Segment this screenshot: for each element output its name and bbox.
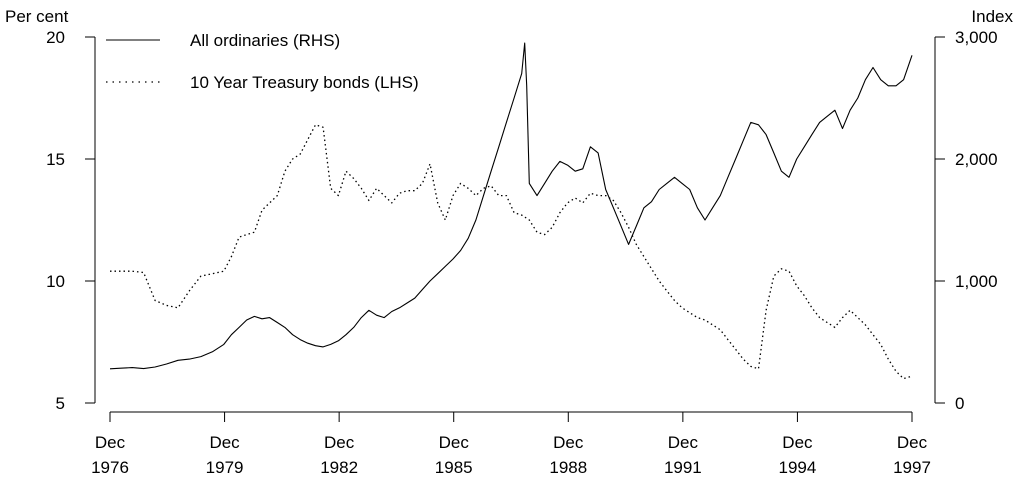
left-axis-tick-label: 15 xyxy=(46,150,65,169)
x-axis-tick-label-month: Dec xyxy=(668,433,699,452)
right-axis-unit-label: Index xyxy=(971,7,1013,26)
x-axis-tick-label-month: Dec xyxy=(209,433,240,452)
x-axis-tick-label-month: Dec xyxy=(782,433,813,452)
all-ordinaries-series-line xyxy=(109,42,913,370)
legend-label: All ordinaries (RHS) xyxy=(190,31,340,50)
left-axis-tick-label: 10 xyxy=(46,272,65,291)
right-axis-tick-label: 2,000 xyxy=(955,150,998,169)
right-axis-tick-label: 1,000 xyxy=(955,272,998,291)
x-axis-tick-label-year: 1976 xyxy=(91,458,129,477)
right-axis-tick-label: 3,000 xyxy=(955,28,998,47)
left-axis-tick-label: 20 xyxy=(46,28,65,47)
x-axis-tick-label-year: 1997 xyxy=(893,458,931,477)
x-axis-tick-label-month: Dec xyxy=(897,433,928,452)
legend-label: 10 Year Treasury bonds (LHS) xyxy=(190,73,419,92)
x-axis-tick-label-year: 1991 xyxy=(664,458,702,477)
x-axis-tick-label-month: Dec xyxy=(95,433,126,452)
bond-yield-series-line xyxy=(110,124,913,380)
x-axis-tick-label-year: 1979 xyxy=(206,458,244,477)
right-axis-tick-label: 0 xyxy=(955,394,964,413)
left-axis-tick-label: 5 xyxy=(56,394,65,413)
x-axis-tick-label-month: Dec xyxy=(553,433,584,452)
axes-layer: 5 10 15 20 Per cent 0 1,000 2,000 3,000 Index Dec 1… xyxy=(5,7,1013,477)
x-axis-tick-label-year: 1988 xyxy=(549,458,587,477)
x-axis-tick-label-month: Dec xyxy=(439,433,470,452)
x-axis-tick-label-year: 1985 xyxy=(435,458,473,477)
left-axis-unit-label: Per cent xyxy=(5,7,69,26)
x-axis-tick-label-year: 1982 xyxy=(320,458,358,477)
legend: All ordinaries (RHS) 10 Year Treasury bon… xyxy=(106,31,419,92)
series-layer xyxy=(109,42,913,380)
x-axis-tick-label-year: 1994 xyxy=(779,458,817,477)
x-axis-tick-label-month: Dec xyxy=(324,433,355,452)
